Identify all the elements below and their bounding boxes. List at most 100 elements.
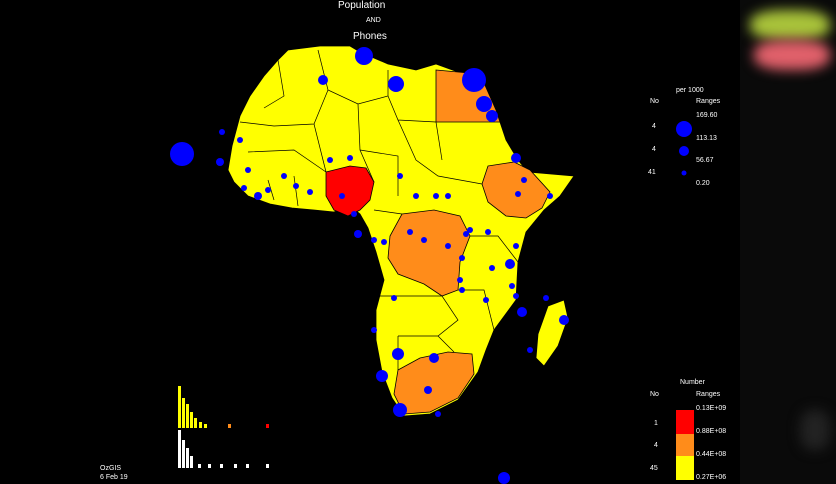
population-count-1: 1 bbox=[654, 420, 658, 427]
phone-dot bbox=[429, 353, 439, 363]
phone-dot bbox=[517, 307, 527, 317]
phones-range-3: 56.67 bbox=[696, 157, 714, 164]
title-line-1: Population bbox=[338, 0, 386, 11]
phone-dot bbox=[407, 229, 413, 235]
phone-dot bbox=[463, 231, 469, 237]
phone-dot bbox=[307, 189, 313, 195]
phones-count-3: 41 bbox=[648, 169, 656, 176]
phone-dot bbox=[457, 277, 463, 283]
phone-dot bbox=[559, 315, 569, 325]
phone-dot bbox=[527, 347, 533, 353]
phone-dot bbox=[354, 230, 362, 238]
phone-dot bbox=[498, 472, 510, 484]
phone-dot bbox=[371, 327, 377, 333]
population-count-2: 4 bbox=[654, 442, 658, 449]
phones-count-1: 4 bbox=[652, 123, 656, 130]
phone-dot bbox=[216, 158, 224, 166]
phone-dot bbox=[293, 183, 299, 189]
phone-dot bbox=[445, 193, 451, 199]
phones-count-2: 4 bbox=[652, 146, 656, 153]
phone-dot bbox=[397, 173, 403, 179]
phone-dot bbox=[381, 239, 387, 245]
left-frame bbox=[0, 0, 98, 484]
country-ethiopia bbox=[481, 161, 551, 219]
country-nigeria bbox=[325, 165, 375, 217]
phone-dot bbox=[245, 167, 251, 173]
map-canvas: Population AND Phones per 1000 No Ranges… bbox=[98, 0, 740, 484]
phone-dot bbox=[515, 191, 521, 197]
phone-dot bbox=[435, 411, 441, 417]
phone-dot bbox=[219, 129, 225, 135]
histogram-phones bbox=[178, 430, 269, 468]
phones-legend-symbols bbox=[676, 121, 692, 176]
phones-legend-unit: per 1000 bbox=[676, 87, 704, 94]
phone-dot bbox=[521, 177, 527, 183]
phone-dot bbox=[318, 75, 328, 85]
phone-dot bbox=[513, 293, 519, 299]
phone-dot bbox=[483, 297, 489, 303]
phone-dot bbox=[467, 227, 473, 233]
phone-dot bbox=[462, 68, 486, 92]
phone-dot bbox=[511, 153, 521, 163]
phone-dot bbox=[424, 386, 432, 394]
phone-dot bbox=[347, 155, 353, 161]
phone-dot bbox=[513, 243, 519, 249]
population-legend-colorbar bbox=[676, 410, 694, 480]
blurred-thumbnail-top bbox=[750, 10, 830, 40]
phone-dot bbox=[505, 259, 515, 269]
phone-dot bbox=[391, 295, 397, 301]
phone-dot bbox=[543, 295, 549, 301]
phones-range-4: 0.20 bbox=[696, 180, 710, 187]
phone-dot bbox=[459, 287, 465, 293]
phone-dot bbox=[281, 173, 287, 179]
phone-dot bbox=[388, 76, 404, 92]
phone-dot bbox=[371, 237, 377, 243]
credit-name: OzGIS bbox=[100, 465, 122, 472]
phone-dots-layer bbox=[170, 47, 569, 484]
phone-dot bbox=[351, 211, 357, 217]
credit-date: 6 Feb 19 bbox=[100, 474, 128, 481]
population-range-4: 0.27E+06 bbox=[696, 474, 727, 481]
phone-dot bbox=[489, 265, 495, 271]
phone-dot bbox=[355, 47, 373, 65]
africa-map bbox=[170, 45, 694, 484]
phone-dot bbox=[413, 193, 419, 199]
phone-dot bbox=[485, 229, 491, 235]
phone-dot bbox=[392, 348, 404, 360]
phone-dot bbox=[486, 110, 498, 122]
population-legend-col-ranges: Ranges bbox=[696, 391, 721, 398]
population-range-3: 0.44E+08 bbox=[696, 451, 727, 458]
histogram-population bbox=[178, 386, 269, 428]
phone-dot bbox=[459, 255, 465, 261]
phone-dot bbox=[509, 283, 515, 289]
phones-legend-col-no: No bbox=[650, 98, 659, 105]
phone-dot bbox=[433, 193, 439, 199]
population-legend-heading: Number bbox=[680, 379, 705, 386]
population-range-2: 0.88E+08 bbox=[696, 428, 727, 435]
country-madagascar bbox=[535, 299, 569, 367]
phone-dot bbox=[327, 157, 333, 163]
phone-dot bbox=[476, 96, 492, 112]
blurred-thumbnail-mid bbox=[754, 40, 830, 70]
title-line-2: AND bbox=[366, 17, 381, 24]
population-legend-col-no: No bbox=[650, 391, 659, 398]
phones-range-1: 169.60 bbox=[696, 112, 718, 119]
phone-dot bbox=[376, 370, 388, 382]
blurred-thumbnail-low bbox=[800, 410, 830, 450]
phone-dot bbox=[393, 403, 407, 417]
right-frame bbox=[740, 0, 836, 484]
phone-dot bbox=[547, 193, 553, 199]
title-line-3: Phones bbox=[353, 31, 387, 42]
phone-dot bbox=[254, 192, 262, 200]
phone-dot bbox=[421, 237, 427, 243]
phones-range-2: 113.13 bbox=[696, 135, 717, 142]
phone-dot bbox=[170, 142, 194, 166]
internal-borders bbox=[239, 49, 519, 370]
phone-dot bbox=[241, 185, 247, 191]
phone-dot bbox=[265, 187, 271, 193]
population-count-3: 45 bbox=[650, 465, 658, 472]
phone-dot bbox=[339, 193, 345, 199]
phone-dot bbox=[237, 137, 243, 143]
population-range-1: 0.13E+09 bbox=[696, 405, 727, 412]
phones-legend-col-ranges: Ranges bbox=[696, 98, 721, 105]
